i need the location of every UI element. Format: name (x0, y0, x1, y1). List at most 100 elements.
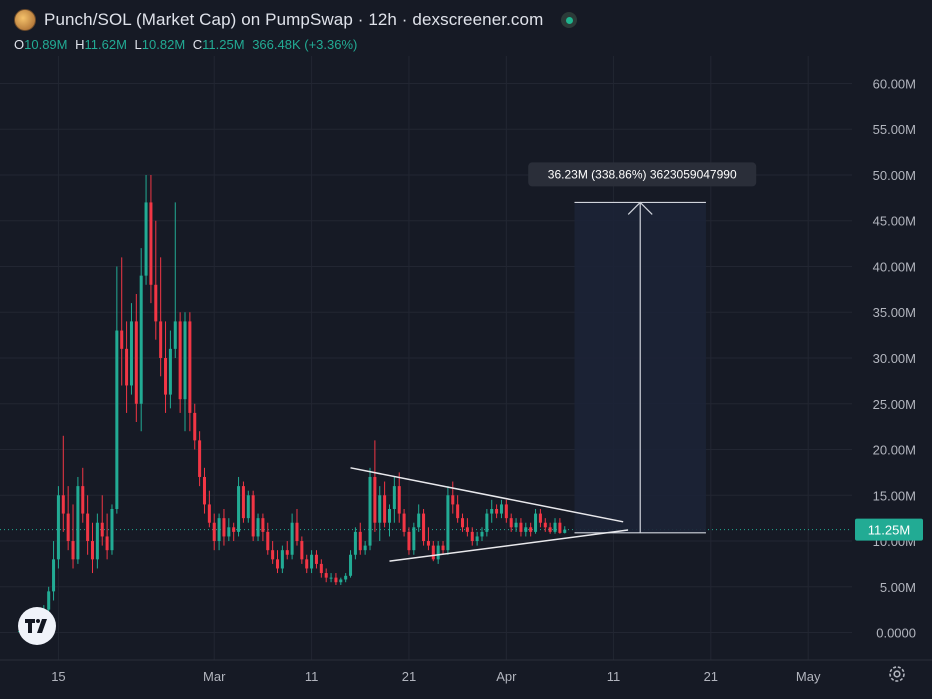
overlay: 36.23M (338.86%) 3623059047990 11.25M (528, 162, 923, 541)
candle-body (475, 536, 479, 542)
change-value: 366.48K (+3.36%) (252, 37, 358, 52)
candle-body (514, 522, 518, 528)
candle-body (534, 513, 538, 532)
candle-body (339, 579, 343, 583)
candle-body (456, 504, 460, 519)
trendline[interactable] (350, 467, 624, 523)
candle-body (154, 284, 158, 322)
candle-body (324, 573, 328, 578)
candles (17, 174, 567, 633)
candle-body (470, 531, 474, 542)
x-tick-label: May (796, 669, 821, 684)
x-tick-label: 11 (607, 669, 621, 684)
candle-body (538, 513, 542, 523)
candle-body (232, 527, 236, 532)
candle-body (407, 531, 411, 551)
candle-body (290, 522, 294, 555)
title-row: Punch/SOL (Market Cap) on PumpSwap · 12h… (14, 9, 578, 31)
candle-body (529, 527, 533, 532)
close-label: C (192, 37, 203, 52)
price-badge-label: 11.25M (868, 523, 910, 538)
candle-body (178, 321, 182, 400)
candle-body (509, 518, 513, 528)
candle-body (125, 348, 129, 386)
y-tick-label: 60.00M (873, 76, 916, 91)
candle-body (383, 495, 387, 523)
candle-body (446, 495, 450, 551)
candle-body (426, 541, 430, 546)
tradingview-logo-icon[interactable] (18, 607, 56, 645)
low-value: 10.82M (141, 37, 186, 52)
close-value: 11.25M (202, 37, 245, 52)
candle-body (417, 513, 421, 528)
candle-body (310, 554, 314, 569)
candle-body (237, 486, 241, 532)
triangle-trendlines (350, 467, 629, 562)
open-label: O (14, 37, 25, 52)
ohlc-legend: O10.89M H11.62M L10.82M C11.25M 366.48K … (14, 37, 361, 52)
candle-body (271, 550, 275, 560)
candle-body (222, 518, 226, 537)
candle-body (95, 522, 99, 560)
candle-body (246, 495, 250, 519)
candle-body (524, 527, 528, 532)
high-label: H (75, 37, 85, 52)
candle-body (86, 513, 90, 542)
candle-body (56, 495, 60, 560)
candle-body (548, 527, 552, 532)
candle-body (66, 513, 70, 542)
candle-body (436, 545, 440, 560)
gear-icon[interactable] (886, 663, 908, 685)
x-tick-label: Apr (496, 669, 517, 684)
candle-body (451, 495, 455, 505)
x-tick-label: Mar (203, 669, 226, 684)
candle-body (480, 531, 484, 537)
candle-body (319, 563, 323, 574)
high-value: 11.62M (84, 37, 127, 52)
candle-body (387, 509, 391, 523)
candle-body (344, 575, 348, 580)
y-tick-label: 20.00M (873, 443, 916, 458)
candle-body (81, 486, 85, 514)
candle-body (504, 504, 508, 519)
x-tick-label: 11 (305, 669, 319, 684)
candle-body (139, 275, 143, 404)
candle-body (461, 518, 465, 528)
candle-body (280, 550, 284, 569)
candle-body (71, 541, 75, 560)
live-dot-icon[interactable] (561, 12, 578, 28)
candle-body (314, 554, 318, 564)
y-tick-label: 5.00M (880, 580, 916, 595)
candle-body (519, 522, 523, 532)
candle-body (295, 522, 299, 542)
trendline[interactable] (389, 529, 629, 562)
y-tick-label: 30.00M (873, 351, 916, 366)
candle-body (207, 504, 211, 523)
measure-tool (574, 201, 706, 534)
y-tick-label: 55.00M (873, 122, 916, 137)
price-badge (855, 518, 923, 541)
candle-body (173, 321, 177, 349)
candle-body (441, 545, 445, 551)
candle-body (212, 522, 216, 542)
x-axis: 15 Mar 11 21 Apr 11 21 May (0, 659, 932, 684)
chart-header: Punch/SOL (Market Cap) on PumpSwap · 12h… (0, 0, 850, 56)
candle-body (256, 518, 260, 537)
candle-body (202, 476, 206, 505)
x-tick-label: 15 (51, 669, 65, 684)
candle-body (134, 321, 138, 404)
candle-body (397, 486, 401, 514)
candle-body (305, 559, 309, 569)
candle-body (485, 513, 489, 532)
candle-body (115, 330, 119, 509)
candle-body (353, 531, 357, 555)
candle-body (52, 559, 56, 592)
candle-body (198, 440, 202, 477)
candle-body (431, 545, 435, 560)
candle-body (378, 495, 382, 523)
candle-body (553, 522, 557, 532)
candle-body (105, 536, 109, 551)
candle-body (120, 330, 124, 349)
candle-body (76, 486, 80, 560)
